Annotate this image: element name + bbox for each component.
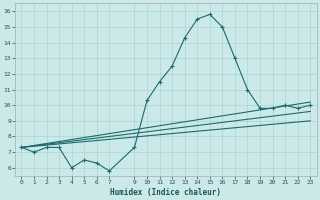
- X-axis label: Humidex (Indice chaleur): Humidex (Indice chaleur): [110, 188, 221, 197]
